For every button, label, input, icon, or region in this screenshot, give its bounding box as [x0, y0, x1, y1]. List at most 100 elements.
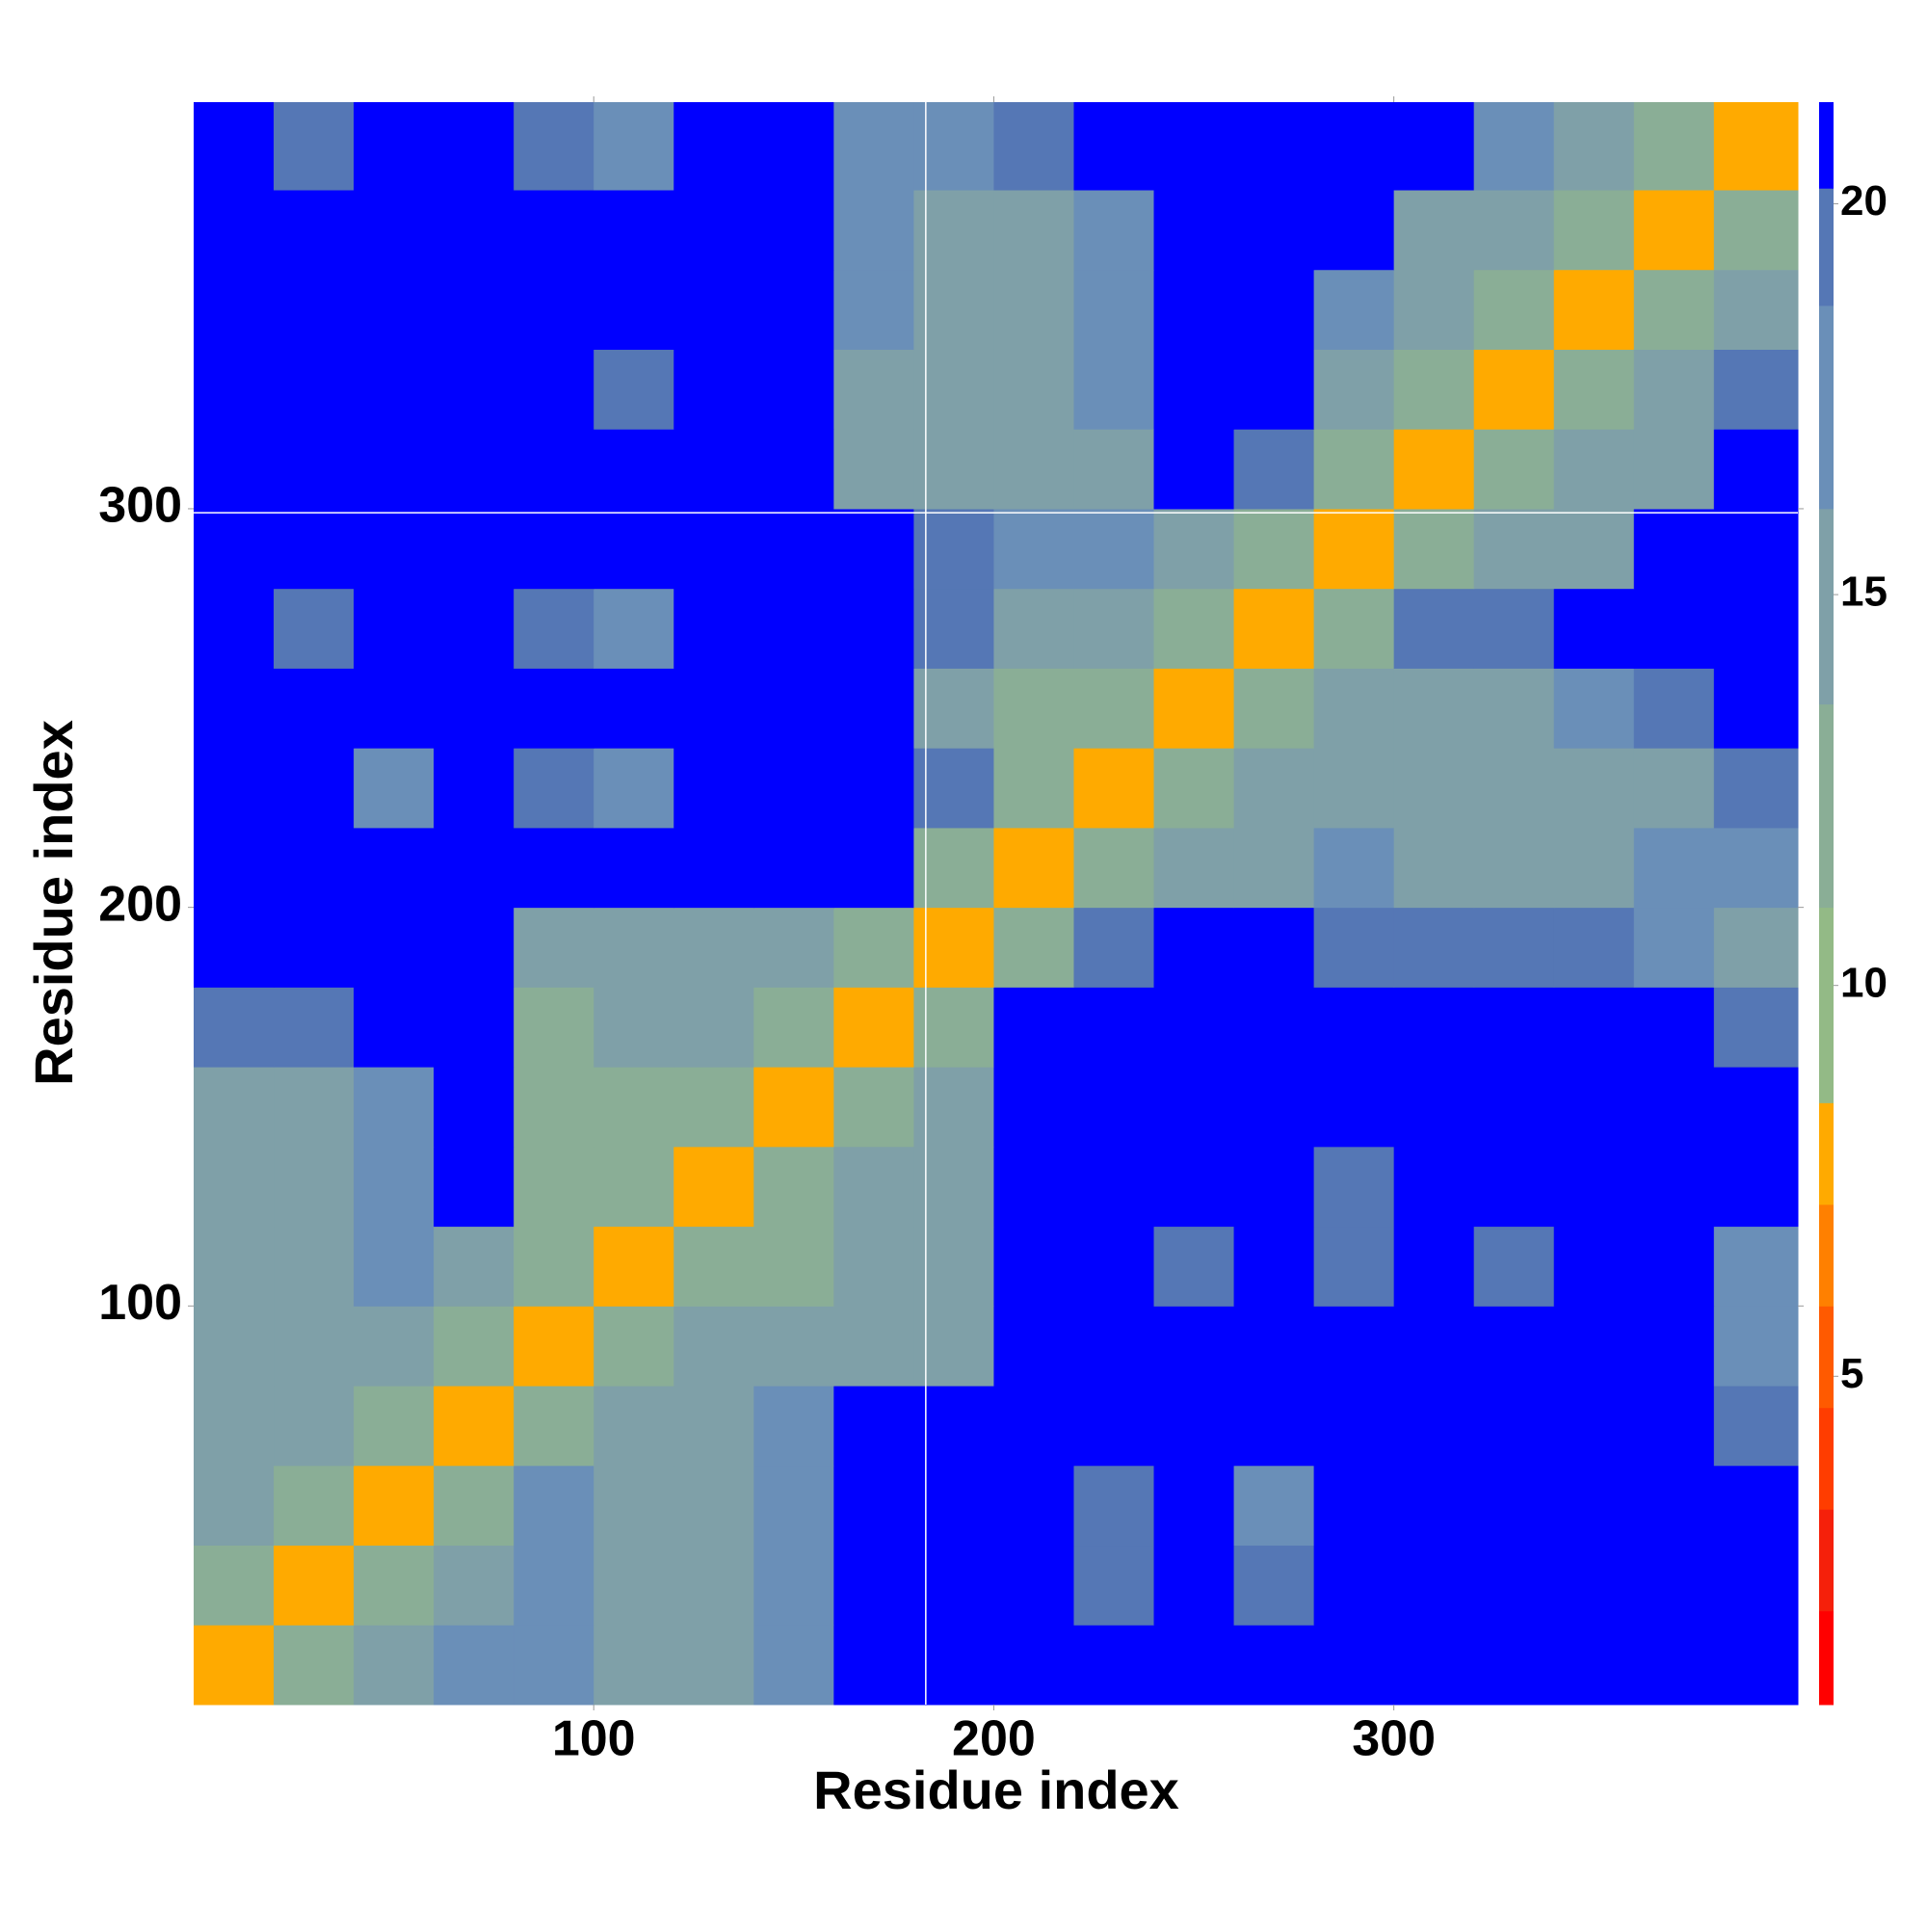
heatmap-cell: [1073, 269, 1155, 350]
heatmap-cell: [1393, 1465, 1475, 1547]
heatmap-cell: [913, 907, 994, 988]
heatmap-cell: [1153, 1067, 1235, 1148]
heatmap-cell: [1553, 1146, 1635, 1228]
heatmap-cell: [1073, 987, 1155, 1068]
heatmap-cell: [594, 102, 674, 191]
heatmap-cell: [1633, 190, 1715, 271]
heatmap-cell: [354, 1386, 435, 1467]
heatmap-cell: [594, 269, 674, 350]
heatmap-cell: [1153, 668, 1235, 749]
heatmap-cell: [913, 1306, 994, 1387]
heatmap-cell: [1393, 907, 1475, 988]
heatmap-cell: [1073, 1386, 1155, 1467]
heatmap-cell: [913, 1545, 994, 1626]
heatmap-cell: [434, 668, 515, 749]
heatmap-cell: [833, 1545, 914, 1626]
heatmap-cell: [993, 1067, 1074, 1148]
heatmap-cell: [833, 190, 914, 271]
heatmap-cell: [993, 269, 1074, 350]
colorbar-band: [1819, 188, 1834, 306]
heatmap-cell: [913, 429, 994, 510]
colorbar-band: [1819, 1204, 1834, 1307]
heatmap-cell: [993, 349, 1074, 430]
heatmap-cell: [1713, 1386, 1799, 1467]
heatmap-cell: [1073, 1306, 1155, 1387]
heatmap-cell: [434, 1146, 515, 1228]
heatmap-cell: [514, 907, 594, 988]
y-axis-label: Residue index: [23, 720, 84, 1086]
heatmap-cell: [1233, 1226, 1315, 1307]
heatmap-cell: [1633, 1067, 1715, 1148]
heatmap-cell: [514, 1306, 594, 1387]
heatmap-cell: [1393, 429, 1475, 510]
heatmap-cell: [354, 1067, 435, 1148]
heatmap-cell: [673, 349, 754, 430]
heatmap-cell: [1553, 508, 1635, 590]
heatmap-cell: [1313, 349, 1395, 430]
heatmap-cell: [1313, 1386, 1395, 1467]
heatmap-cell: [194, 190, 275, 271]
heatmap-cell: [833, 349, 914, 430]
heatmap-cell: [1473, 102, 1555, 191]
heatmap-cell: [274, 429, 355, 510]
heatmap-cell: [1393, 987, 1475, 1068]
heatmap-cell: [1473, 1146, 1555, 1228]
heatmap-cell: [274, 748, 355, 829]
heatmap-cell: [1713, 588, 1799, 669]
heatmap-cell: [1473, 269, 1555, 350]
heatmap-cell: [1233, 349, 1315, 430]
heatmap-cell: [1393, 1146, 1475, 1228]
heatmap-cell: [753, 907, 834, 988]
heatmap-cell: [1393, 668, 1475, 749]
heatmap-cell: [1233, 190, 1315, 271]
heatmap-cell: [1153, 269, 1235, 350]
heatmap-cell: [1713, 1545, 1799, 1626]
heatmap-cell: [1473, 1386, 1555, 1467]
heatmap-cell: [354, 907, 435, 988]
heatmap-cell: [1073, 1146, 1155, 1228]
heatmap-cell: [1233, 588, 1315, 669]
heatmap-cell: [753, 429, 834, 510]
heatmap-cell: [913, 1146, 994, 1228]
heatmap-cell: [514, 827, 594, 909]
heatmap-cell: [673, 1386, 754, 1467]
colorbar-band: [1819, 508, 1834, 705]
heatmap-cell: [434, 349, 515, 430]
heatmap-cell: [1553, 668, 1635, 749]
heatmap-cell: [274, 668, 355, 749]
heatmap-cell: [354, 588, 435, 669]
heatmap-cell: [1153, 1386, 1235, 1467]
heatmap-cell: [1713, 349, 1799, 430]
heatmap-cell: [993, 987, 1074, 1068]
heatmap-cell: [274, 1545, 355, 1626]
heatmap-cell: [354, 827, 435, 909]
heatmap-cell: [1153, 1465, 1235, 1547]
heatmap-cell: [594, 190, 674, 271]
heatmap-cell: [913, 987, 994, 1068]
heatmap-cell: [1713, 1067, 1799, 1148]
heatmap-cell: [913, 748, 994, 829]
heatmap-cell: [354, 748, 435, 829]
heatmap-cell: [833, 1625, 914, 1706]
heatmap-cell: [1633, 907, 1715, 988]
heatmap-cell: [753, 1545, 834, 1626]
heatmap-cell: [833, 668, 914, 749]
heatmap-cell: [1633, 1386, 1715, 1467]
heatmap-cell: [514, 429, 594, 510]
heatmap-cell: [1553, 1545, 1635, 1626]
colorbar-tick-label: 10: [1840, 959, 1887, 1006]
heatmap-cell: [913, 349, 994, 430]
heatmap-cell: [1633, 1146, 1715, 1228]
heatmap-cell: [993, 429, 1074, 510]
heatmap-cell: [434, 102, 515, 191]
colorbar-band: [1819, 1610, 1834, 1706]
heatmap-cell: [913, 827, 994, 909]
heatmap-cell: [274, 987, 355, 1068]
heatmap-cell: [1313, 1545, 1395, 1626]
heatmap-cell: [194, 1146, 275, 1228]
heatmap-cell: [1633, 1625, 1715, 1706]
x-tick-label: 300: [1352, 1711, 1436, 1767]
heatmap-cell: [1313, 1146, 1395, 1228]
heatmap-cell: [1073, 907, 1155, 988]
heatmap-cell: [1233, 508, 1315, 590]
